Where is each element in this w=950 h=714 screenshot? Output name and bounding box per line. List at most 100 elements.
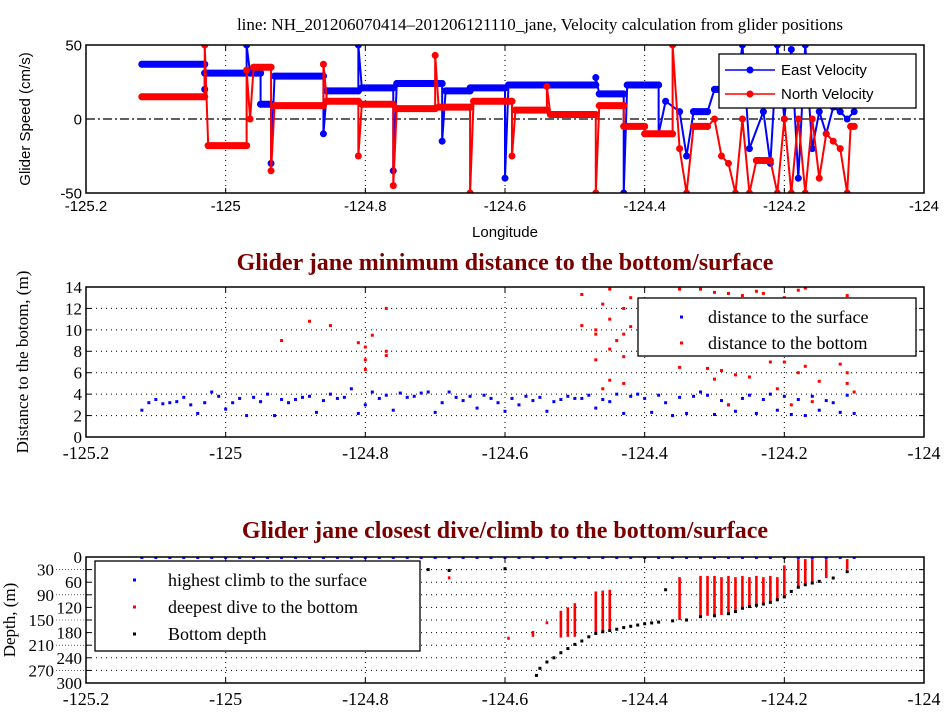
data-range: [706, 575, 709, 616]
data-point: [356, 341, 360, 345]
data-point: [657, 393, 661, 397]
data-point: [838, 557, 842, 559]
data-point: [713, 290, 716, 294]
data-point: [594, 358, 598, 362]
data-point: [615, 339, 619, 343]
y-tick-label: -50: [60, 185, 82, 202]
data-point: [534, 673, 538, 677]
data-range: [803, 559, 807, 585]
data-point: [711, 115, 718, 123]
data-point: [307, 319, 311, 323]
data-point: [852, 390, 856, 394]
data-point: [447, 568, 451, 572]
data-point: [810, 581, 814, 585]
data-point: [545, 409, 549, 413]
data-point: [706, 393, 710, 397]
data-point: [845, 294, 849, 298]
data-point: [273, 414, 277, 418]
data-point: [147, 401, 151, 405]
data-point: [245, 414, 249, 418]
data-point: [843, 189, 851, 193]
x-tick-label: -124.8: [344, 198, 387, 215]
data-point: [482, 393, 486, 397]
data-point: [508, 152, 516, 160]
data-point: [643, 622, 647, 626]
data-point: [370, 333, 374, 337]
y-tick-label: 120: [57, 598, 83, 617]
data-point: [747, 605, 751, 609]
data-point: [683, 189, 691, 193]
y-tick-label: 0: [74, 548, 83, 567]
x-tick-label: -124: [908, 443, 941, 463]
data-point: [773, 45, 781, 49]
legend-label: highest climb to the surface: [168, 570, 367, 590]
data-point: [419, 557, 423, 559]
data-point: [713, 413, 716, 416]
data-point: [733, 409, 737, 413]
data-point: [759, 108, 767, 116]
x-tick-label: -125: [209, 689, 242, 709]
data-point: [796, 557, 800, 559]
data-point: [384, 354, 388, 358]
legend-marker: [133, 578, 136, 582]
data-point: [768, 392, 772, 396]
data-point: [447, 557, 451, 559]
data-point: [243, 66, 251, 74]
data-point: [815, 108, 823, 116]
data-point: [552, 400, 556, 404]
data-point: [733, 610, 737, 614]
data-point: [671, 619, 675, 623]
data-point: [836, 108, 844, 116]
data-point: [559, 398, 563, 401]
data-point: [713, 614, 716, 618]
x-tick-label: -124: [908, 689, 941, 709]
data-point: [363, 345, 367, 349]
data-point: [685, 557, 689, 559]
data-point: [592, 189, 600, 193]
data-point: [349, 557, 353, 559]
subplot-title: Glider jane closest dive/climb to the bo…: [242, 518, 768, 544]
data-point: [789, 413, 793, 416]
data-point: [789, 589, 793, 593]
legend-label: deepest dive to the bottom: [168, 597, 358, 617]
y-tick-label: 210: [29, 636, 55, 655]
data-point: [740, 606, 744, 610]
data-point: [440, 401, 444, 405]
series-distance-to-the-surface: [140, 387, 856, 418]
data-point: [622, 332, 626, 336]
data-point: [608, 347, 612, 351]
data-range: [783, 565, 786, 597]
data-range: [573, 603, 577, 637]
subplot-title: Glider jane minimum distance to the bott…: [237, 250, 774, 276]
data-range: [559, 610, 563, 638]
data-point: [794, 174, 802, 182]
data-point: [356, 411, 360, 415]
data-point: [622, 381, 626, 385]
data-point: [817, 379, 821, 383]
data-point: [692, 394, 696, 398]
data-point: [592, 74, 600, 82]
data-range: [755, 575, 758, 605]
data-point: [669, 45, 677, 49]
data-point: [796, 288, 800, 292]
data-range: [762, 577, 765, 604]
data-point: [466, 189, 474, 193]
data-range: [734, 577, 737, 612]
plot-area: [138, 45, 858, 193]
data-point: [524, 394, 528, 398]
data-point: [782, 595, 786, 599]
data-point: [231, 401, 235, 405]
x-tick-label: -124.6: [482, 689, 529, 709]
data-point: [738, 115, 746, 123]
data-point: [699, 390, 703, 394]
data-point: [243, 45, 251, 49]
data-point: [852, 557, 856, 559]
data-point: [580, 396, 584, 400]
legend: distance to the surface distance to the b…: [637, 297, 917, 357]
subplot-1: -125.2 -125 -124.8 -124.6 -124.4 -124.2 -124 -5…: [17, 15, 939, 241]
y-tick-label: 90: [37, 586, 54, 605]
legend-label: distance to the surface: [708, 307, 868, 327]
data-point: [829, 137, 837, 145]
data-point: [622, 355, 626, 359]
data-point: [363, 368, 367, 371]
